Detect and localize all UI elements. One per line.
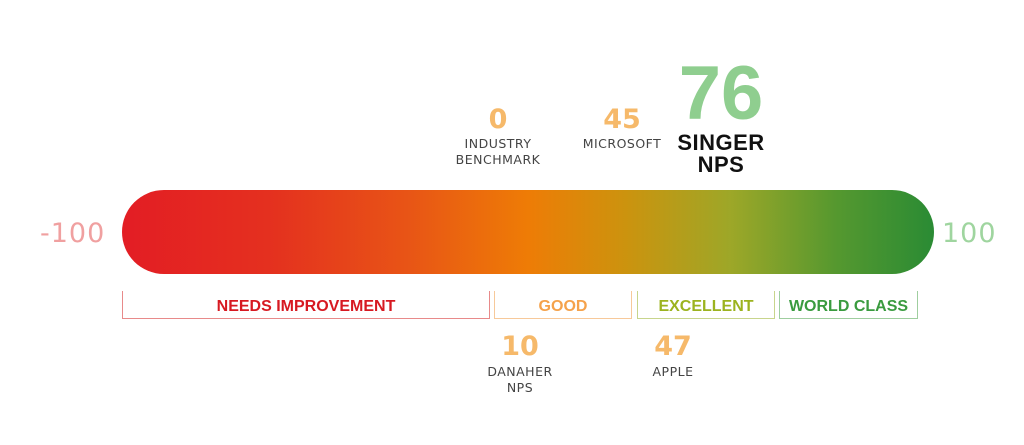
marker-name-danaher-2: NPS <box>506 380 534 395</box>
marker-name-danaher-1: DANAHER <box>487 364 553 379</box>
nps-gradient-bar <box>122 190 934 274</box>
marker-name-industry-benchmark-2: BENCHMARK <box>455 152 541 167</box>
marker-value-apple: 47 <box>654 331 692 362</box>
band-bracket-world-class <box>779 291 918 319</box>
band-label-good: GOOD <box>538 298 588 315</box>
marker-value-danaher: 10 <box>501 331 539 362</box>
band-bracket-needs-improvement <box>122 291 490 319</box>
scale-max-label: 100 <box>942 218 997 249</box>
scale-min-label: -100 <box>40 218 106 249</box>
marker-value-microsoft: 45 <box>603 104 641 135</box>
band-bracket-good <box>494 291 632 319</box>
band-bracket-excellent <box>637 291 775 319</box>
highlight-name-singer-2: NPS <box>697 152 745 177</box>
marker-value-industry-benchmark: 0 <box>488 104 508 135</box>
highlight-name-singer-1: SINGER <box>677 130 765 155</box>
marker-name-apple: APPLE <box>652 364 694 379</box>
band-label-world-class: WORLD CLASS <box>788 298 909 315</box>
marker-name-industry-benchmark-1: INDUSTRY <box>464 136 532 151</box>
band-label-needs-improvement: NEEDS IMPROVEMENT <box>216 298 396 315</box>
highlight-value-singer: 76 <box>678 51 764 136</box>
band-label-excellent: EXCELLENT <box>658 298 754 315</box>
marker-name-microsoft: MICROSOFT <box>582 136 662 151</box>
